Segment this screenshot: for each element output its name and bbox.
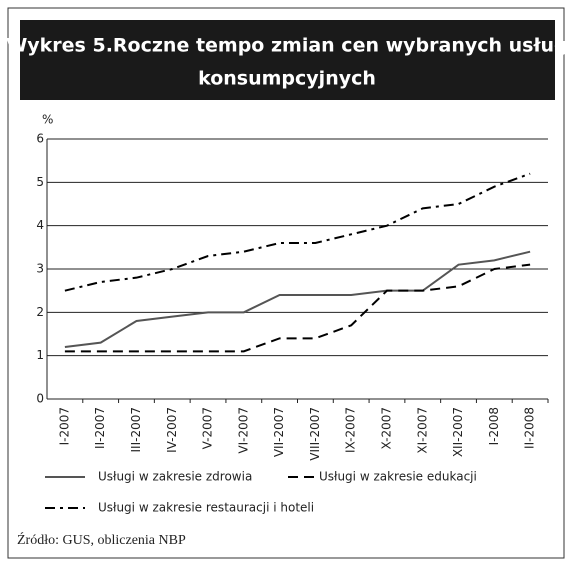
legend-label: Usługi w zakresie restauracji i hoteli bbox=[98, 501, 314, 515]
legend-label: Usługi w zakresie zdrowia bbox=[98, 470, 252, 484]
frame bbox=[7, 7, 565, 559]
x-tick-label: V-2007 bbox=[201, 407, 215, 449]
chart-title: konsumpcyjnych bbox=[198, 68, 376, 90]
title-bar bbox=[20, 20, 555, 100]
x-tick-label: I-2007 bbox=[57, 407, 71, 445]
x-tick-label: VI-2007 bbox=[236, 407, 250, 454]
x-tick-label: II-2007 bbox=[93, 407, 107, 449]
y-tick-label: 0 bbox=[36, 392, 44, 406]
y-tick-label: 5 bbox=[36, 175, 44, 189]
y-tick-label: 1 bbox=[36, 348, 44, 362]
x-tick-label: VII-2007 bbox=[272, 407, 286, 457]
x-tick-label: IX-2007 bbox=[344, 407, 358, 453]
x-tick-label: XI-2007 bbox=[415, 407, 429, 454]
x-tick-label: I-2008 bbox=[487, 407, 501, 445]
series-line bbox=[64, 250, 531, 348]
x-tick-label: II-2008 bbox=[523, 407, 537, 449]
x-tick-label: X-2007 bbox=[379, 407, 393, 450]
x-tick-label: VIII-2007 bbox=[308, 407, 322, 461]
y-tick-label: 2 bbox=[36, 305, 44, 319]
y-tick-label: 6 bbox=[36, 132, 44, 146]
legend-label: Usługi w zakresie edukacji bbox=[319, 470, 477, 484]
series-line bbox=[64, 263, 531, 353]
chart-title: Wykres 5.Roczne tempo zmian cen wybranyc… bbox=[6, 35, 567, 57]
y-tick-label: 3 bbox=[36, 262, 44, 276]
series-line bbox=[64, 172, 531, 292]
source: Źródło: GUS, obliczenia NBP bbox=[17, 531, 186, 548]
x-tick-label: XII-2007 bbox=[451, 407, 465, 457]
y-axis-label: % bbox=[42, 113, 53, 127]
y-tick-label: 4 bbox=[36, 218, 44, 232]
x-tick-label: III-2007 bbox=[129, 407, 143, 453]
x-tick-label: IV-2007 bbox=[165, 407, 179, 453]
